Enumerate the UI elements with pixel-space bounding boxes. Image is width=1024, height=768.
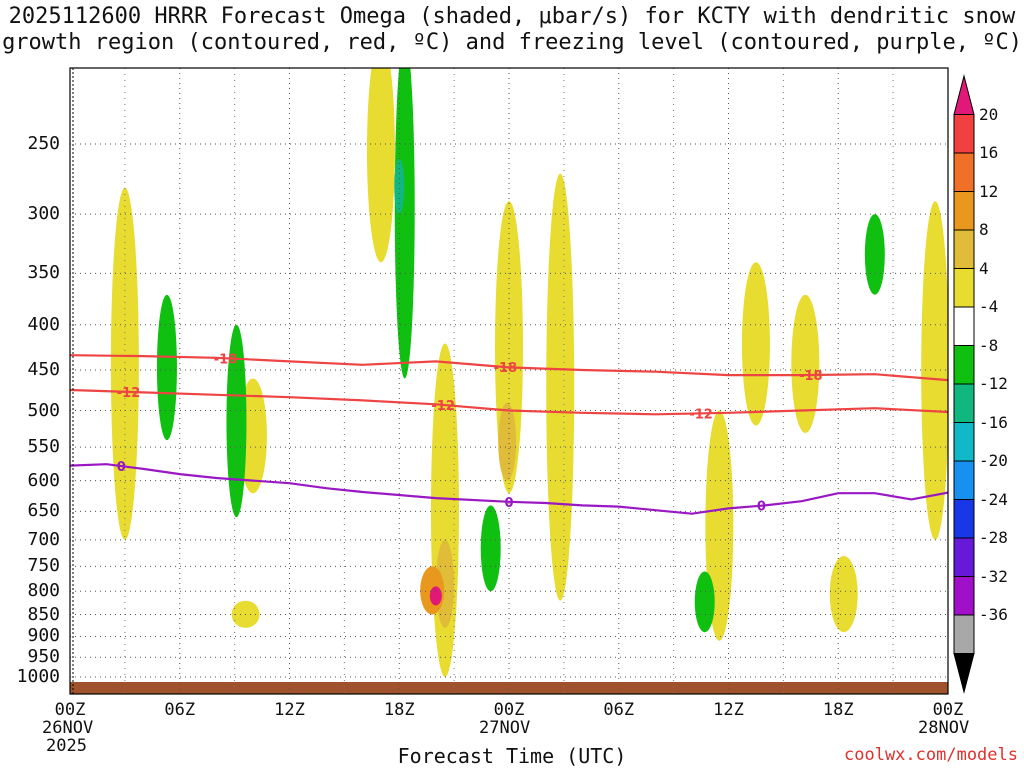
omega-region-21 xyxy=(864,214,885,295)
colorbar-label-7: -12 xyxy=(979,374,1008,393)
y-tick-label-250: 250 xyxy=(27,133,60,154)
colorbar-bin-10 xyxy=(953,460,975,500)
y-tick-label-650: 650 xyxy=(27,500,60,522)
omega-region-6 xyxy=(546,173,575,601)
colorbar-label-10: -24 xyxy=(979,489,1008,509)
colorbar-label-13: -36 xyxy=(979,605,1008,624)
colorbar-label-1: 16 xyxy=(979,143,999,162)
colorbar-label-5: -4 xyxy=(979,297,999,316)
contour-label-1-0: -12 xyxy=(117,386,141,401)
omega-region-22 xyxy=(394,159,405,215)
contour-1 xyxy=(70,388,948,416)
y-tick-label-900: 900 xyxy=(27,625,60,647)
omega-region-18 xyxy=(394,68,415,379)
plot-border xyxy=(69,67,949,695)
contour-label-2-1: 0 xyxy=(504,496,513,511)
x-date-label-48: 28NOV xyxy=(918,718,970,738)
colorbar-bin-1 xyxy=(953,114,975,154)
colorbar-bin-14 xyxy=(953,614,975,654)
contour-label-0-0: -18 xyxy=(214,352,238,367)
colorbar-bin-13 xyxy=(953,576,975,616)
contour-label-1-1: -12 xyxy=(431,399,455,414)
y-tick-label-350: 350 xyxy=(27,262,60,284)
colorbar-bottom-arrow xyxy=(953,653,975,694)
y-tick-label-950: 950 xyxy=(27,646,60,668)
contour-label-0-2: -18 xyxy=(799,369,823,384)
colorbar-label-6: -8 xyxy=(979,335,999,355)
colorbar-bin-11 xyxy=(953,499,975,539)
colorbar-bin-6 xyxy=(953,306,975,346)
colorbar-label-3: 8 xyxy=(979,220,989,239)
colorbar-label-2: 12 xyxy=(979,181,999,201)
plot-frame xyxy=(69,67,949,695)
y-tick-label-450: 450 xyxy=(27,358,60,380)
x-tick-label-0: 00Z xyxy=(54,700,86,720)
omega-shading-layer xyxy=(110,68,948,677)
colorbar-label-9: -20 xyxy=(979,451,1008,470)
omega-region-8 xyxy=(741,262,770,426)
y-tick-label-1000: 1000 xyxy=(16,666,60,687)
y-tick-label-300: 300 xyxy=(27,203,60,225)
colorbar xyxy=(953,74,975,694)
x-tick-label-36: 12Z xyxy=(713,700,744,720)
contour-label-2-2: 0 xyxy=(757,500,766,515)
x-tick-label-42: 18Z xyxy=(822,700,854,720)
omega-region-16 xyxy=(156,294,177,441)
colorbar-bin-12 xyxy=(953,537,975,577)
contour-label-2-0: 0 xyxy=(117,460,126,475)
y-tick-label-400: 400 xyxy=(27,313,60,335)
colorbar-top-arrow xyxy=(953,74,975,115)
y-tick-label-550: 550 xyxy=(27,436,60,458)
contour-label-1-2: -12 xyxy=(689,407,713,422)
omega-region-20 xyxy=(694,571,715,633)
y-tick-label-700: 700 xyxy=(27,528,60,550)
y-tick-label-750: 750 xyxy=(27,555,60,577)
omega-region-0 xyxy=(110,187,139,540)
colorbar-label-11: -28 xyxy=(979,528,1008,547)
colorbar-label-8: -16 xyxy=(979,412,1008,432)
omega-region-19 xyxy=(480,505,501,592)
colorbar-label-0: 20 xyxy=(979,104,999,124)
x-tick-label-6: 06Z xyxy=(164,700,196,720)
contour-2 xyxy=(70,463,948,515)
x-tick-label-48: 00Z xyxy=(932,700,964,720)
omega-region-3 xyxy=(366,68,395,263)
colorbar-bin-7 xyxy=(953,345,975,385)
colorbar-bin-9 xyxy=(953,422,975,462)
y-tick-label-600: 600 xyxy=(27,469,60,491)
colorbar-bin-5 xyxy=(953,268,975,308)
contour-0 xyxy=(70,354,948,382)
x-date-label-24: 27NOV xyxy=(479,718,531,738)
x-tick-label-12: 12Z xyxy=(274,700,305,720)
contour-layer: -18 -18 -18 -12 -12 -12 0 0 0 xyxy=(70,352,948,515)
omega-region-11 xyxy=(921,201,948,540)
chart-title-line-1: 2025112600 HRRR Forecast Omega (shaded, … xyxy=(8,4,1016,29)
omega-region-13 xyxy=(498,402,517,481)
grid-layer xyxy=(69,68,949,694)
y-tick-label-800: 800 xyxy=(27,580,60,602)
omega-region-10 xyxy=(829,556,858,633)
x-axis-title: Forecast Time (UTC) xyxy=(397,744,627,768)
x-tick-label-18: 18Z xyxy=(383,700,415,720)
colorbar-bin-8 xyxy=(953,383,975,423)
x-tick-label-24: 00Z xyxy=(493,700,525,720)
y-tick-label-850: 850 xyxy=(27,603,60,625)
x-date-label-0: 26NOV xyxy=(42,718,94,738)
omega-region-9 xyxy=(791,294,820,433)
x-year-label: 2025 xyxy=(46,736,87,756)
chart-title-line-2: growth region (contoured, red, ºC) and f… xyxy=(2,30,1022,55)
source-credit: coolwx.com/models xyxy=(844,745,1018,765)
colorbar-label-4: 4 xyxy=(979,258,989,278)
colorbar-bin-4 xyxy=(953,229,975,269)
colorbar-bin-3 xyxy=(953,191,975,231)
contour-label-0-1: -18 xyxy=(494,361,518,376)
colorbar-label-12: -32 xyxy=(979,566,1008,586)
omega-region-17 xyxy=(226,324,247,518)
y-tick-label-500: 500 xyxy=(27,399,60,421)
omega-region-15 xyxy=(429,586,442,606)
colorbar-bin-2 xyxy=(953,152,975,192)
x-tick-label-30: 06Z xyxy=(603,700,635,720)
